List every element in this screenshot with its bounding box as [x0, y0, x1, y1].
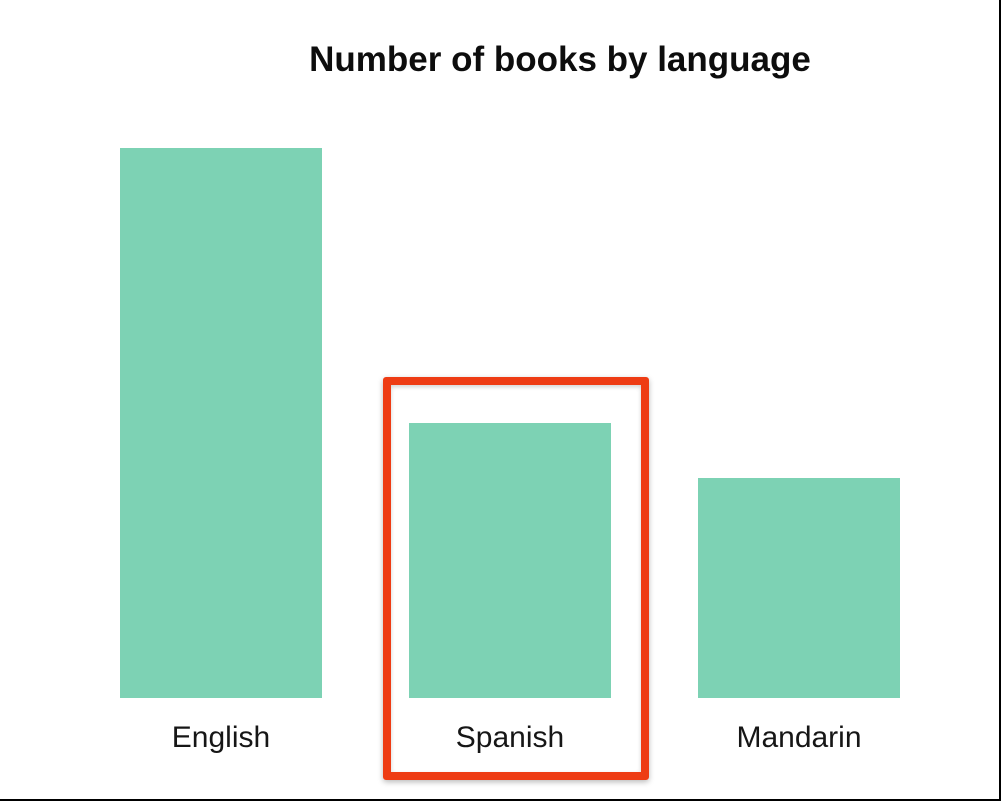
x-axis-label-spanish: Spanish — [455, 721, 565, 754]
bar-english[interactable] — [120, 148, 322, 698]
x-axis-label-mandarin: Mandarin — [736, 721, 862, 754]
bar-spanish[interactable] — [409, 423, 611, 698]
x-axis-label-english: English — [171, 721, 271, 754]
chart-title: Number of books by language — [309, 40, 811, 79]
bar-mandarin[interactable] — [698, 478, 900, 698]
